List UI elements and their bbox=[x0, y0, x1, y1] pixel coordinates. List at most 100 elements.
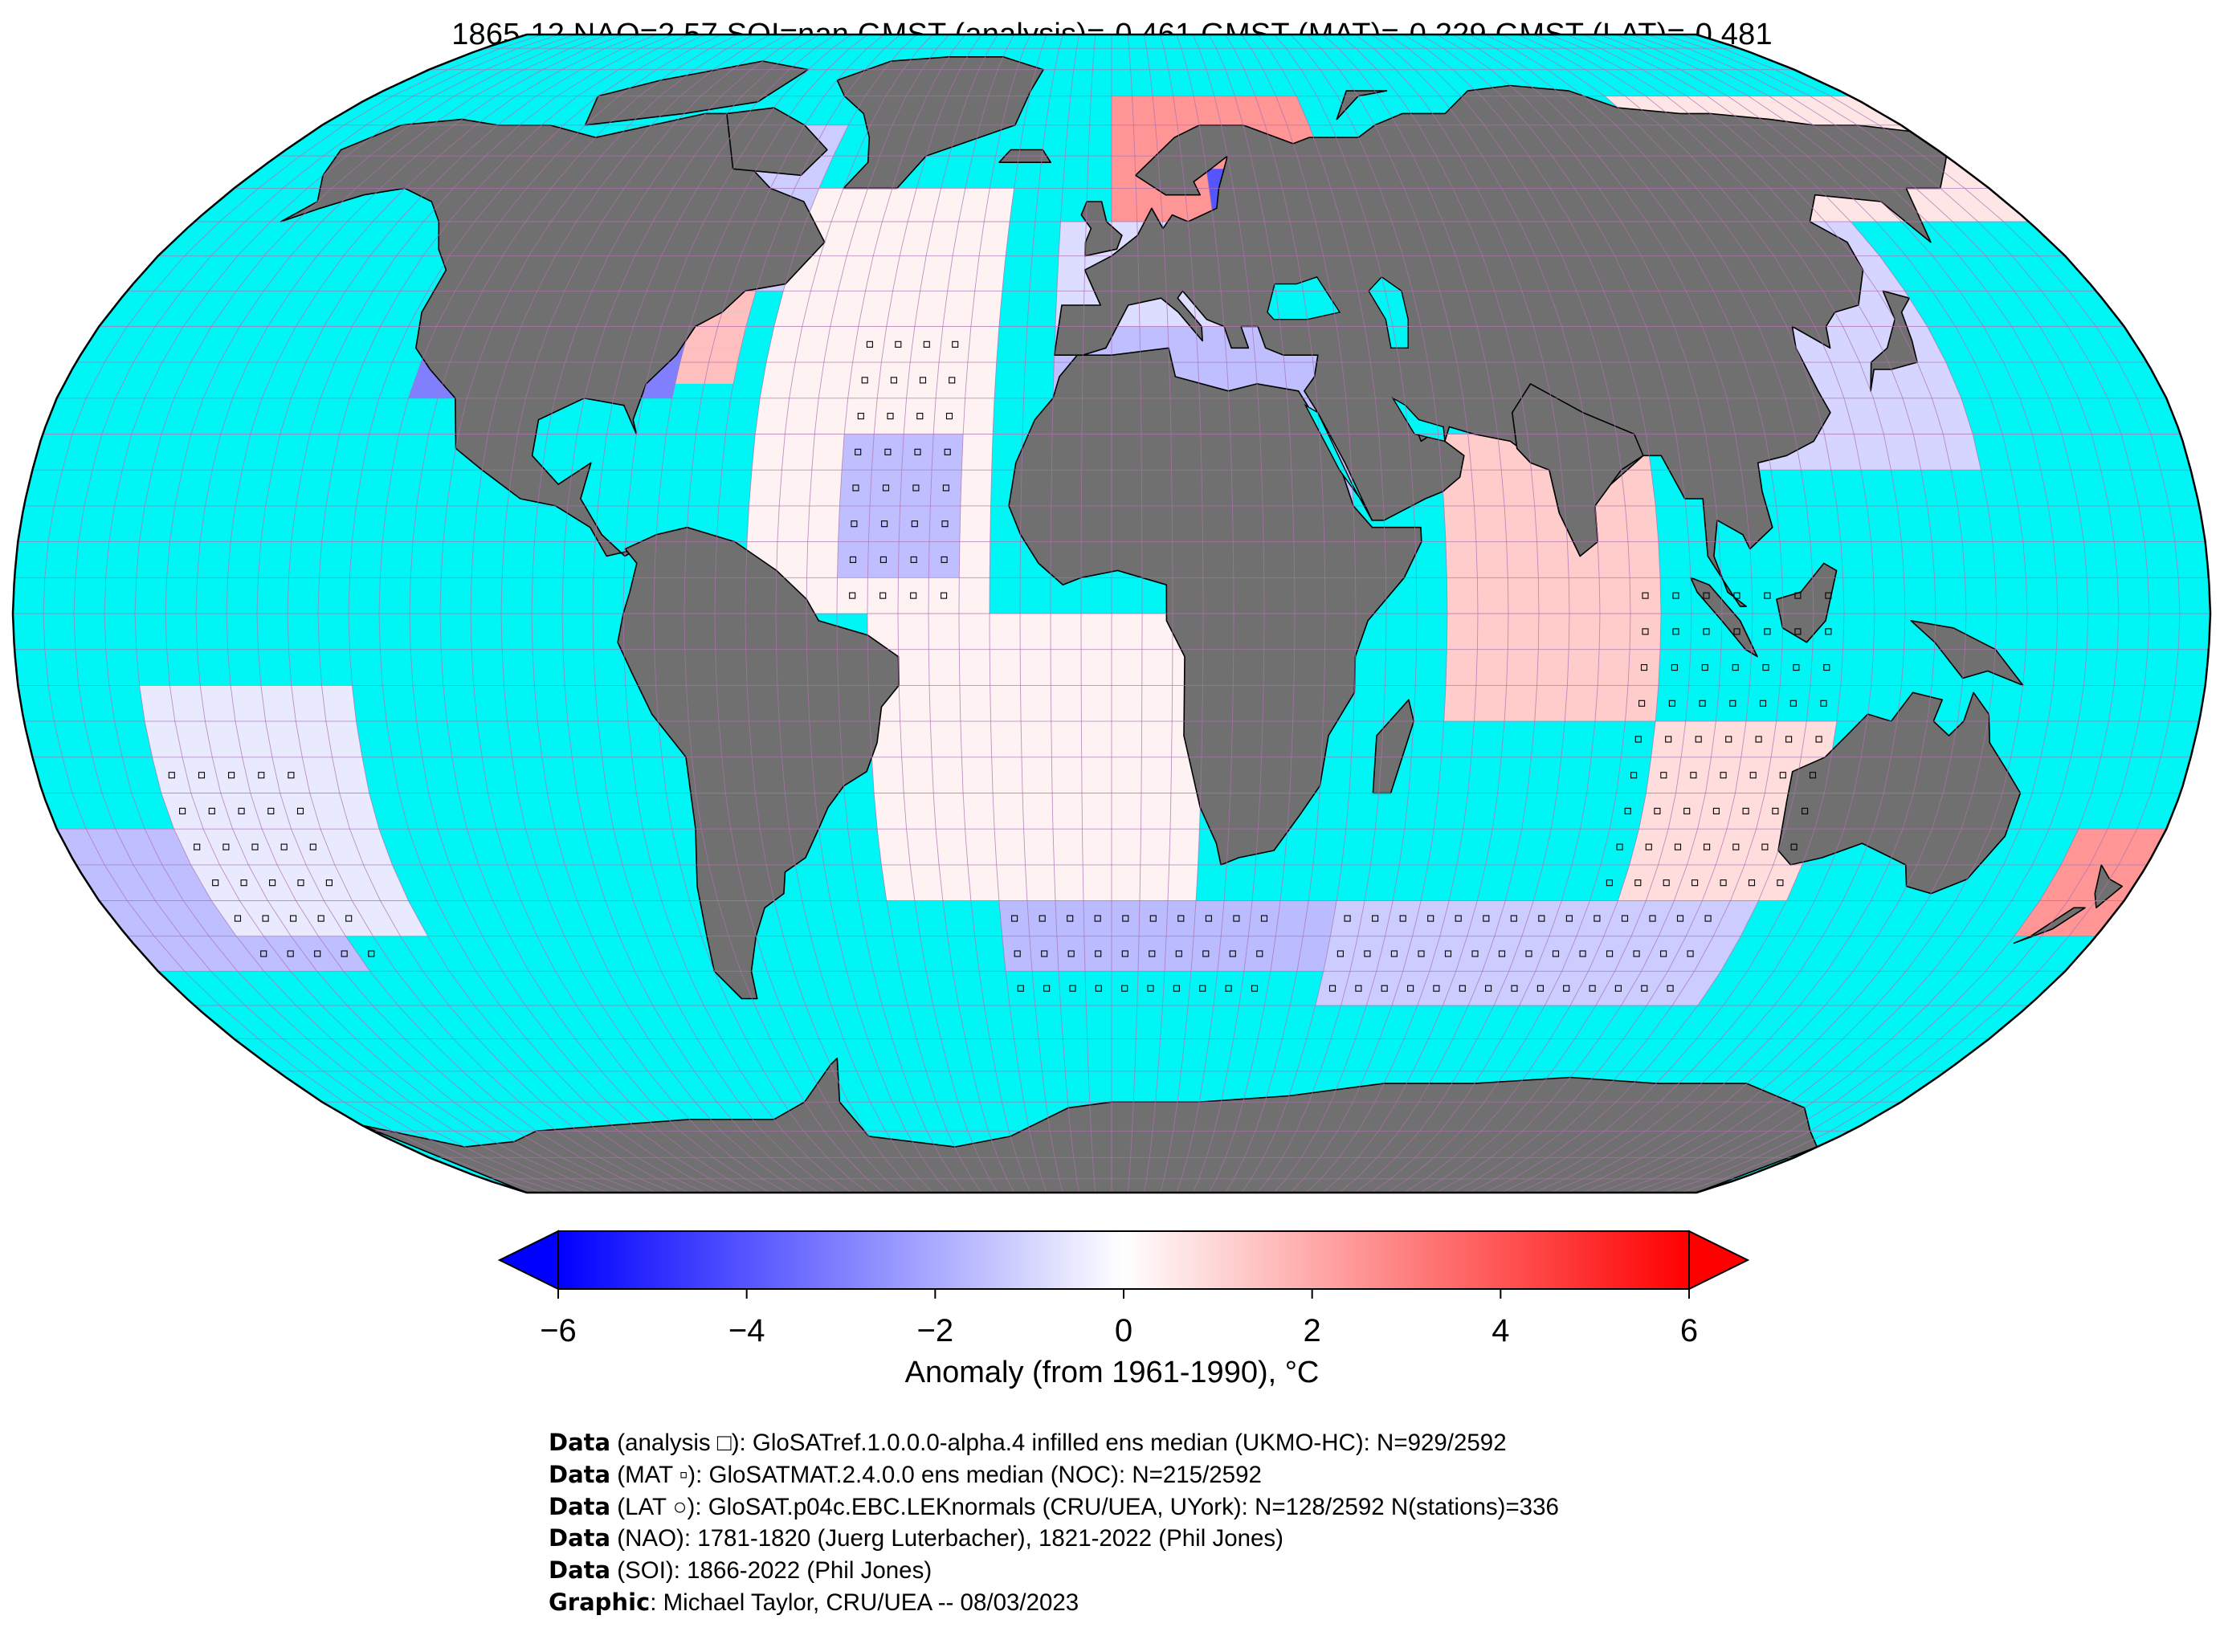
mat-marker bbox=[1762, 664, 1769, 671]
anomaly-cell bbox=[852, 326, 887, 363]
anomaly-cell bbox=[1082, 829, 1112, 865]
anomaly-cell bbox=[1112, 793, 1141, 830]
mat-marker bbox=[1793, 664, 1800, 671]
mat-marker bbox=[949, 377, 956, 384]
anomaly-cell bbox=[1599, 614, 1630, 650]
anomaly-cell bbox=[867, 577, 899, 614]
mat-marker bbox=[857, 413, 864, 420]
anomaly-cell bbox=[1475, 649, 1508, 686]
grid-meridian bbox=[958, 35, 1031, 1193]
mat-marker bbox=[923, 341, 930, 348]
anomaly-cell bbox=[865, 255, 900, 292]
anomaly-cell bbox=[1303, 900, 1337, 936]
anomaly-cell bbox=[1629, 829, 1669, 865]
grid-meridian bbox=[1050, 35, 1080, 1193]
anomaly-cell bbox=[309, 793, 350, 830]
grid-meridian bbox=[1019, 35, 1063, 1193]
anomaly-cell bbox=[1366, 971, 1403, 1005]
anomaly-cell bbox=[2118, 829, 2167, 865]
mat-marker bbox=[1733, 628, 1740, 635]
mat-marker bbox=[1336, 950, 1344, 957]
anomaly-cell bbox=[352, 900, 401, 936]
anomaly-cell bbox=[1112, 829, 1141, 865]
anomaly-cell bbox=[914, 291, 948, 327]
land-japan bbox=[1870, 290, 1918, 392]
anomaly-cell bbox=[1651, 721, 1686, 757]
anomaly-cell bbox=[1447, 577, 1478, 614]
anomaly-cell bbox=[1504, 685, 1537, 722]
mat-marker bbox=[1069, 985, 1076, 992]
anomaly-cell bbox=[1477, 577, 1508, 614]
anomaly-cell bbox=[1112, 614, 1142, 650]
anomaly-cell bbox=[1711, 721, 1746, 757]
anomaly-cell bbox=[86, 829, 133, 865]
anomaly-cell bbox=[161, 793, 204, 830]
anomaly-cell bbox=[830, 291, 866, 327]
anomaly-cell bbox=[898, 541, 929, 578]
anomaly-cell bbox=[1749, 96, 1814, 125]
mat-marker bbox=[1328, 985, 1336, 992]
anomaly-cell bbox=[898, 649, 929, 686]
anomaly-cell bbox=[1769, 96, 1836, 125]
mat-marker bbox=[1720, 772, 1727, 779]
anomaly-cell bbox=[1883, 434, 1921, 471]
anomaly-cell bbox=[1140, 829, 1170, 865]
anomaly-cell bbox=[898, 577, 929, 614]
anomaly-cell bbox=[1051, 614, 1082, 650]
anomaly-cell bbox=[1850, 291, 1900, 327]
mat-marker bbox=[1260, 915, 1268, 922]
anomaly-cell bbox=[1194, 900, 1225, 936]
grid-meridian bbox=[1322, 35, 1509, 1193]
anomaly-cell bbox=[1141, 649, 1173, 686]
anomaly-cell bbox=[1740, 721, 1777, 757]
anomaly-cell bbox=[1842, 326, 1889, 363]
mat-marker bbox=[1699, 700, 1706, 707]
grid-meridian bbox=[1679, 35, 2181, 1193]
anomaly-cell bbox=[321, 685, 357, 722]
mat-marker bbox=[1202, 950, 1210, 957]
anomaly-cell bbox=[2039, 864, 2090, 901]
mat-marker bbox=[849, 556, 857, 563]
anomaly-cell bbox=[277, 864, 324, 901]
mat-marker bbox=[1732, 664, 1739, 671]
anomaly-cell bbox=[1081, 721, 1112, 757]
anomaly-cell bbox=[1621, 470, 1656, 506]
anomaly-cell bbox=[145, 829, 191, 865]
mat-marker bbox=[341, 950, 348, 957]
mat-marker bbox=[1660, 950, 1667, 957]
anomaly-cell bbox=[1081, 614, 1112, 650]
mat-marker bbox=[1552, 950, 1560, 957]
anomaly-cell bbox=[990, 614, 1021, 650]
grid-meridian bbox=[622, 35, 852, 1193]
anomaly-cell bbox=[1569, 614, 1600, 650]
anomaly-cell bbox=[1385, 900, 1422, 936]
anomaly-cell bbox=[1402, 936, 1440, 972]
anomaly-cell bbox=[1190, 936, 1222, 972]
grid-meridian bbox=[317, 35, 690, 1193]
anomaly-cell bbox=[837, 577, 868, 614]
anomaly-cell bbox=[979, 222, 1010, 256]
anomaly-cell bbox=[704, 348, 741, 384]
grid-meridian bbox=[1484, 35, 1814, 1193]
anomaly-cell bbox=[959, 505, 991, 542]
anomaly-cell bbox=[1567, 541, 1600, 578]
mat-marker bbox=[910, 592, 917, 599]
mat-marker bbox=[1630, 772, 1638, 779]
anomaly-cell bbox=[1830, 96, 1901, 125]
anomaly-cell bbox=[174, 721, 213, 757]
grid-meridian bbox=[1582, 35, 1998, 1193]
anomaly-cell bbox=[994, 829, 1026, 865]
anomaly-cell bbox=[1173, 96, 1200, 125]
anomaly-cell bbox=[262, 829, 306, 865]
anomaly-cell bbox=[1824, 434, 1862, 471]
mat-marker bbox=[912, 484, 920, 492]
anomaly-cell bbox=[1504, 505, 1537, 542]
credits-block: Data (analysis □): GloSATref.1.0.0.0-alp… bbox=[549, 1427, 1559, 1619]
mat-marker bbox=[198, 772, 206, 779]
grid-meridian bbox=[73, 35, 560, 1193]
anomaly-cell bbox=[1026, 900, 1057, 936]
anomaly-cell bbox=[1630, 614, 1661, 650]
mat-marker bbox=[317, 915, 324, 922]
anomaly-cell bbox=[173, 829, 220, 865]
anomaly-cell bbox=[1943, 434, 1981, 471]
